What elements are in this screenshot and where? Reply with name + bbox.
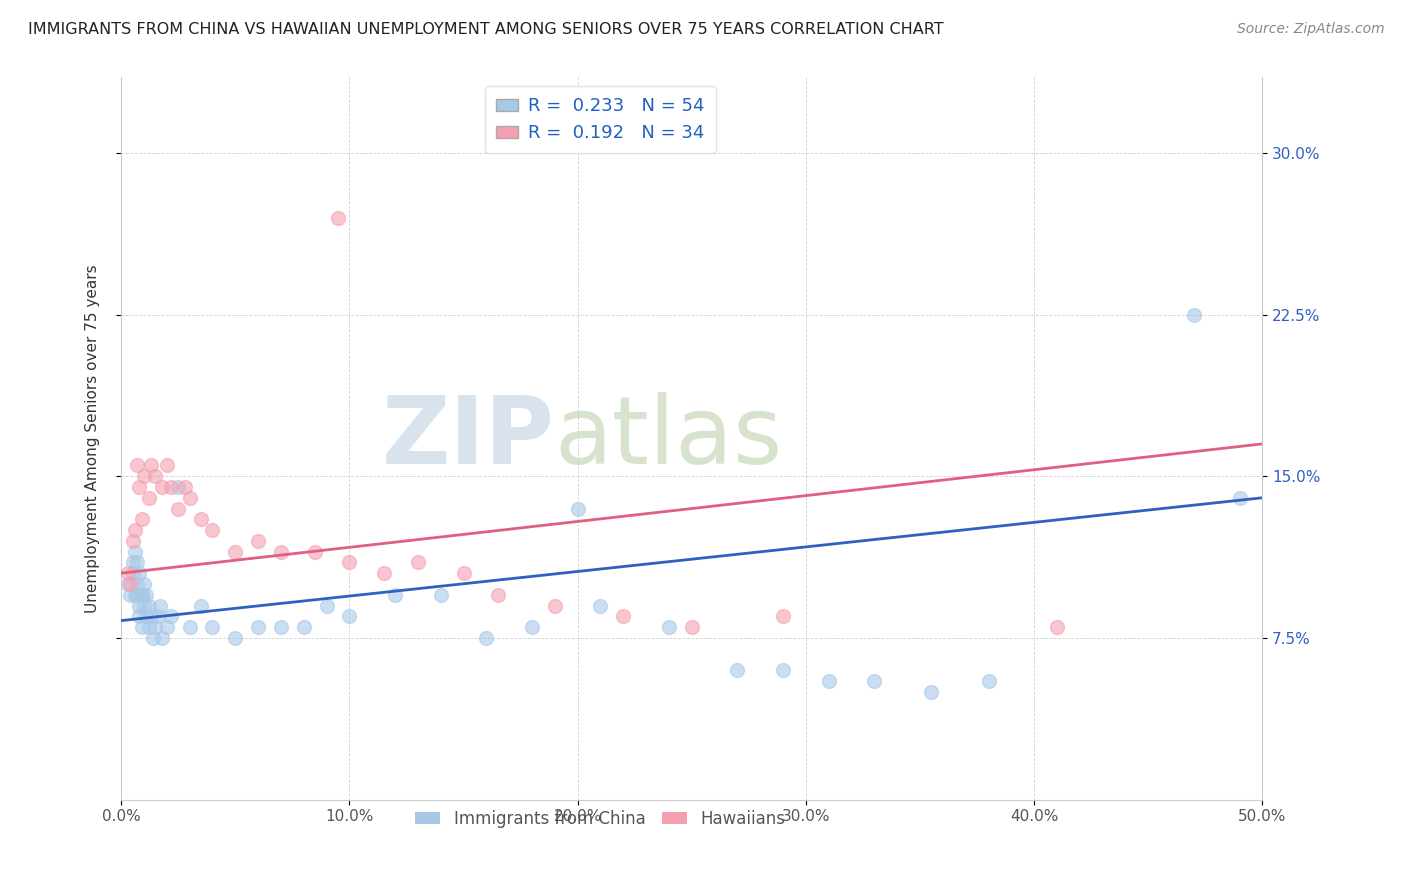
Point (179, 491, 201, 505)
Point (247, 620, 270, 634)
Point (1229, 491, 1251, 505)
Point (326, 211, 349, 225)
Point (117, 577, 139, 591)
Point (139, 609, 162, 624)
Point (384, 588, 406, 602)
Point (292, 620, 315, 634)
Point (145, 469, 167, 483)
Point (863, 673, 886, 688)
Point (201, 620, 224, 634)
Point (127, 588, 149, 602)
Point (128, 566, 150, 581)
Point (270, 620, 292, 634)
Point (453, 566, 475, 581)
Point (135, 609, 157, 624)
Point (167, 501, 190, 516)
Text: Source: ZipAtlas.com: Source: ZipAtlas.com (1237, 22, 1385, 37)
Text: atlas: atlas (555, 392, 783, 484)
Point (339, 609, 361, 624)
Point (128, 599, 150, 613)
Point (124, 588, 146, 602)
Y-axis label: Unemployment Among Seniors over 75 years: Unemployment Among Seniors over 75 years (86, 264, 100, 613)
Point (121, 566, 143, 581)
Point (190, 599, 212, 613)
Point (120, 577, 142, 591)
Point (124, 544, 146, 558)
Point (304, 544, 326, 558)
Point (124, 523, 146, 537)
Point (127, 556, 149, 570)
Point (681, 620, 703, 634)
Point (150, 480, 173, 494)
Point (772, 609, 794, 624)
Point (128, 480, 150, 494)
Point (190, 512, 212, 526)
Point (135, 588, 157, 602)
Point (589, 599, 612, 613)
Point (429, 588, 451, 602)
Point (160, 480, 183, 494)
Point (138, 491, 160, 505)
Text: IMMIGRANTS FROM CHINA VS HAWAIIAN UNEMPLOYMENT AMONG SENIORS OVER 75 YEARS CORRE: IMMIGRANTS FROM CHINA VS HAWAIIAN UNEMPL… (28, 22, 943, 37)
Point (612, 609, 634, 624)
Point (127, 577, 149, 591)
Point (921, 685, 943, 699)
Point (544, 599, 567, 613)
Point (132, 577, 155, 591)
Point (142, 631, 165, 645)
Point (127, 458, 149, 473)
Point (138, 620, 160, 634)
Point (160, 609, 183, 624)
Point (145, 620, 167, 634)
Point (146, 609, 169, 624)
Point (1046, 620, 1069, 634)
Point (339, 556, 361, 570)
Point (156, 458, 179, 473)
Point (247, 533, 270, 548)
Point (121, 533, 143, 548)
Point (315, 599, 337, 613)
Point (156, 620, 179, 634)
Point (120, 588, 142, 602)
Point (727, 663, 749, 677)
Point (406, 556, 429, 570)
Point (224, 631, 246, 645)
Point (131, 588, 153, 602)
Point (131, 588, 153, 602)
Point (977, 673, 1000, 688)
Point (128, 609, 150, 624)
Point (201, 523, 224, 537)
Point (567, 501, 589, 516)
Point (270, 544, 292, 558)
Point (520, 620, 543, 634)
Point (150, 631, 173, 645)
Legend: Immigrants from China, Hawaiians: Immigrants from China, Hawaiians (409, 803, 792, 835)
Point (117, 566, 139, 581)
Point (132, 599, 155, 613)
Point (224, 544, 246, 558)
Point (131, 620, 153, 634)
Point (121, 556, 143, 570)
Point (1182, 308, 1205, 322)
Point (138, 599, 160, 613)
Point (174, 480, 197, 494)
Point (132, 469, 155, 483)
Point (179, 620, 201, 634)
Point (131, 512, 153, 526)
Point (149, 599, 172, 613)
Point (475, 631, 498, 645)
Point (772, 663, 794, 677)
Point (373, 566, 395, 581)
Point (139, 458, 162, 473)
Point (817, 673, 839, 688)
Point (167, 480, 190, 494)
Point (486, 588, 509, 602)
Point (658, 620, 681, 634)
Text: ZIP: ZIP (382, 392, 555, 484)
